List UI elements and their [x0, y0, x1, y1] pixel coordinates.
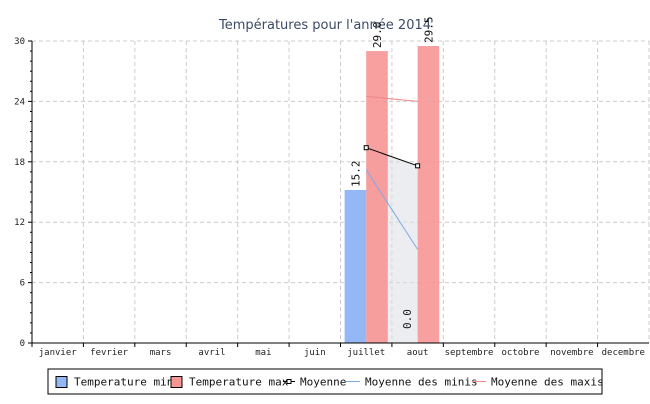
x-tick-label-novembre: novembre — [550, 348, 593, 358]
line-moyenne — [366, 147, 418, 167]
y-tick-label: 18 — [14, 158, 25, 168]
bar-temperature-max-juillet — [366, 51, 388, 344]
y-tick-label: 6 — [20, 279, 25, 289]
x-tick-label-mai: mai — [255, 348, 271, 358]
legend-label-temperature-max: Temperature max — [189, 376, 289, 389]
data-label: 29.0 — [371, 22, 384, 49]
legend-box — [47, 368, 603, 395]
x-tick-label-fevrier: fevrier — [90, 348, 129, 358]
x-tick-label-janvier: janvier — [39, 348, 78, 358]
y-tick-label: 12 — [14, 218, 25, 228]
y-tick-label: 0 — [20, 339, 25, 349]
legend-label-temperature-min: Temperature min — [74, 376, 173, 389]
legend-marker-moyenne — [286, 379, 292, 384]
legend-label-moyenne: Moyenne — [300, 376, 346, 389]
y-tick-label: 30 — [14, 37, 25, 47]
bar-temperature-min-juillet — [344, 189, 367, 343]
x-tick-label-decembre: decembre — [602, 348, 645, 358]
line-moyenne-des-maxis — [366, 95, 418, 102]
legend-swatch-temperature-max — [170, 376, 183, 388]
data-label: 15.2 — [349, 160, 362, 187]
chart-title: Températures pour l'année 2014 — [218, 18, 431, 33]
x-tick-label-juillet: juillet — [347, 348, 385, 358]
legend-label-moyenne-des-maxis: Moyenne des maxis — [491, 376, 604, 389]
x-tick-label-octobre: octobre — [501, 348, 539, 358]
legend-label-moyenne-des-minis: Moyenne des minis — [365, 376, 478, 389]
bar-temperature-max-aout — [417, 46, 440, 344]
x-tick-label-aout: aout — [407, 348, 429, 358]
point-moyenne — [363, 145, 369, 151]
data-label: 0.0 — [401, 309, 414, 329]
x-tick-label-septembre: septembre — [445, 348, 494, 358]
x-tick-label-avril: avril — [198, 348, 225, 358]
point-moyenne — [415, 163, 421, 169]
legend-swatch-temperature-min — [55, 376, 68, 388]
x-tick-label-juin: juin — [304, 348, 326, 358]
x-tick-label-mars: mars — [150, 348, 172, 358]
line-moyenne-des-minis — [365, 169, 419, 250]
y-tick-label: 24 — [14, 97, 25, 107]
data-label: 29.5 — [422, 17, 435, 44]
